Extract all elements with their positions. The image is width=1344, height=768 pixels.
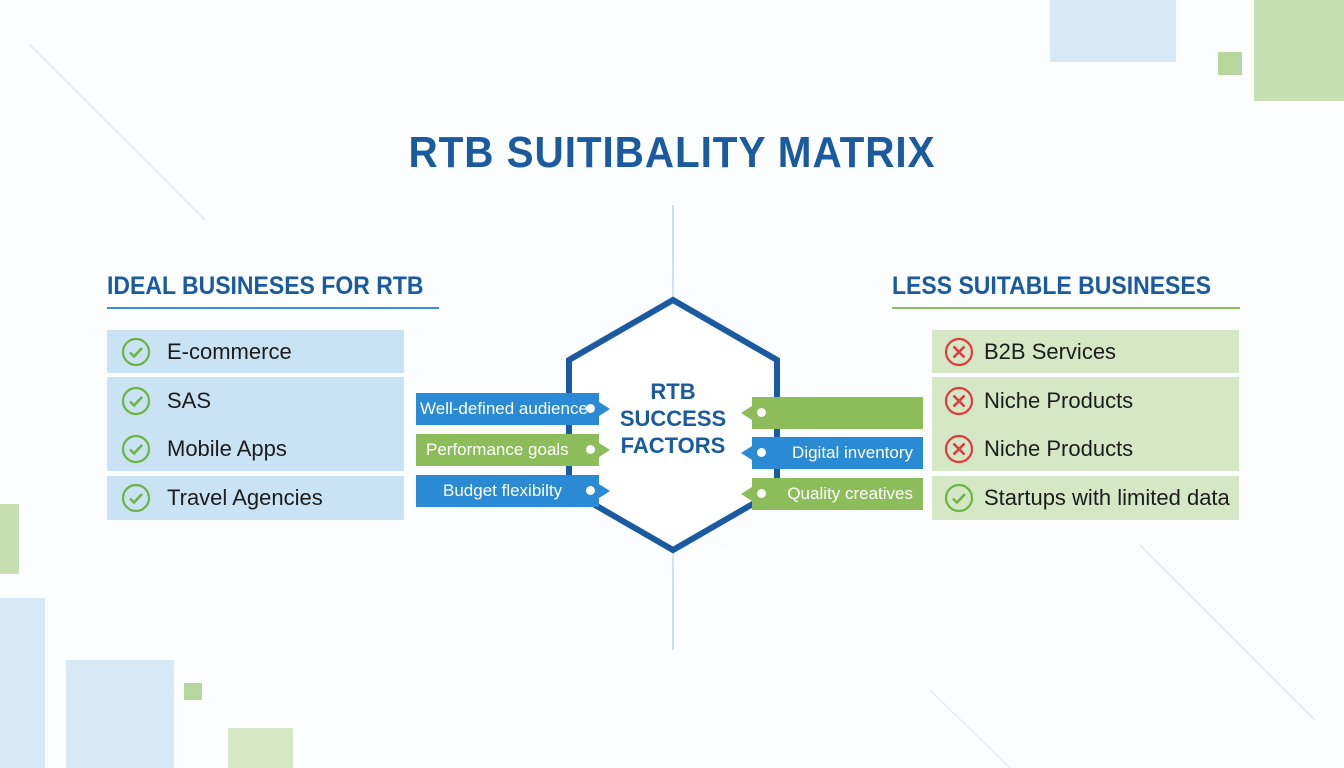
x-circle-icon (944, 435, 974, 464)
right-bg-3 (932, 476, 1239, 520)
list-item: B2B Services (932, 329, 1239, 375)
list-item: Niche Products (932, 378, 1239, 424)
decor-square (1254, 0, 1344, 101)
list-item: Travel Agencies (107, 475, 404, 521)
factor-tag-right: Digital inventory (741, 437, 923, 469)
arrow-icon (741, 406, 752, 420)
center-line: RTB (650, 379, 696, 404)
decor-square (228, 728, 293, 768)
dot-icon (757, 408, 766, 417)
factor-tag-right: Quality creatives (741, 478, 923, 510)
arrow-icon (599, 402, 610, 416)
right-divider (892, 307, 1240, 309)
center-line: FACTORS (620, 433, 726, 458)
factor-tag-left: Well-defined audience (416, 393, 610, 425)
check-circle-icon (121, 386, 151, 415)
left-bg-1 (107, 330, 404, 373)
right-bg-1 (932, 330, 1239, 373)
item-label: B2B Services (984, 339, 1117, 365)
item-label: Mobile Apps (167, 436, 287, 462)
dot-icon (586, 445, 595, 454)
x-circle-icon (944, 338, 974, 367)
ideal-list: E-commerce SAS Mobile Apps Travel Agenci… (107, 328, 404, 522)
item-label: SAS (167, 387, 212, 413)
decor-square (0, 504, 19, 574)
dot-icon (757, 448, 766, 457)
factor-label: Performance goals (426, 440, 569, 459)
check-circle-icon (121, 338, 151, 367)
less-suitable-list: B2B Services Niche Products Niche Produc… (932, 328, 1239, 522)
right-bg-2 (932, 377, 1239, 471)
decor-square (1050, 0, 1176, 62)
arrow-icon (741, 487, 752, 501)
x-circle-icon (944, 386, 974, 415)
item-label: Travel Agencies (167, 484, 323, 510)
decor-square (66, 660, 174, 768)
decor-square (0, 598, 45, 768)
factor-tag-left: Performance goals (416, 434, 610, 466)
factor-tag-right (741, 397, 923, 429)
dot-icon (586, 486, 595, 495)
left-bg-2 (107, 377, 404, 471)
item-label: Niche Products (984, 387, 1134, 413)
item-label: E-commerce (167, 339, 292, 365)
list-item: Niche Products (932, 426, 1239, 472)
dot-icon (586, 404, 595, 413)
factor-label: Quality creatives (787, 484, 913, 503)
center-line: SUCCESS (619, 406, 727, 431)
arrow-icon (599, 443, 610, 457)
factor-label: Digital inventory (792, 443, 913, 462)
left-divider (107, 307, 439, 309)
decor-square (184, 683, 202, 700)
page-title: RTB SUITIBALITY MATRIX (408, 128, 936, 177)
item-label: Niche Products (984, 436, 1134, 462)
list-item: E-commerce (107, 329, 404, 375)
dot-icon (757, 489, 766, 498)
check-circle-icon (121, 435, 151, 464)
arrow-icon (741, 446, 752, 460)
check-circle-icon (121, 483, 151, 512)
center-label: RTB SUCCESS FACTORS (603, 378, 743, 459)
check-circle-icon (944, 483, 974, 512)
factor-tag-left: Budget flexibilty (416, 475, 610, 507)
list-item: Startups with limited data (932, 475, 1239, 521)
left-bg-3 (107, 476, 404, 520)
factor-label: Budget flexibilty (443, 481, 563, 500)
decor-square (1218, 52, 1242, 75)
arrow-icon (599, 484, 610, 498)
right-heading: LESS SUITABLE BUSINESES (892, 272, 1212, 300)
list-item: SAS (107, 378, 404, 424)
left-heading: IDEAL BUSINESES FOR RTB (107, 272, 424, 300)
item-label: Startups with limited data (984, 484, 1230, 510)
factor-label: Well-defined audience (420, 399, 588, 418)
list-item: Mobile Apps (107, 426, 404, 472)
